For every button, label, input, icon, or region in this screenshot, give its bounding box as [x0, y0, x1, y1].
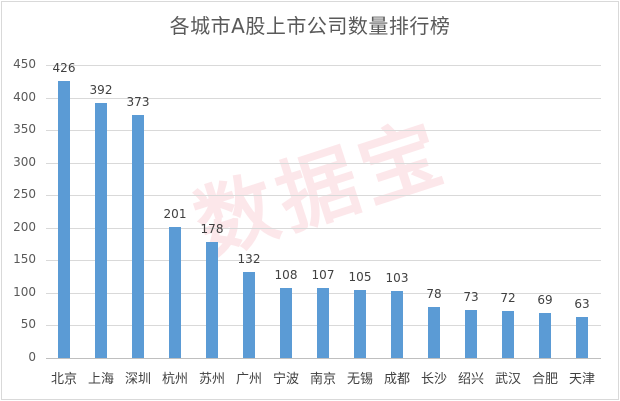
bar-天津 — [576, 316, 588, 358]
x-axis-line — [46, 358, 601, 359]
x-tick-label: 天津 — [568, 372, 595, 387]
gridline — [46, 195, 601, 197]
data-label: 201 — [163, 207, 187, 222]
bar-合肥 — [539, 313, 551, 358]
gridline — [46, 227, 601, 229]
data-label: 178 — [200, 222, 224, 237]
bar-成都 — [391, 290, 403, 358]
x-tick-label: 北京 — [50, 372, 77, 387]
gridline — [46, 260, 601, 262]
y-tick-label: 100 — [13, 284, 36, 299]
x-tick-label: 武汉 — [494, 372, 521, 387]
data-label: 392 — [89, 82, 113, 97]
bar-苏州 — [206, 242, 218, 358]
bar-深圳 — [132, 115, 144, 358]
data-label: 132 — [237, 252, 261, 267]
data-label: 72 — [500, 291, 516, 306]
x-tick-label: 长沙 — [420, 372, 447, 387]
data-label: 103 — [385, 270, 409, 285]
y-tick-label: 400 — [13, 89, 36, 104]
bar-宁波 — [280, 287, 292, 358]
y-tick-label: 50 — [20, 317, 36, 332]
x-tick-label: 宁波 — [272, 372, 299, 387]
bar-绍兴 — [465, 310, 477, 358]
x-tick-label: 南京 — [309, 372, 336, 387]
x-tick-label: 深圳 — [124, 372, 151, 387]
y-tick-label: 200 — [13, 219, 36, 234]
gridline — [46, 65, 601, 66]
bar-上海 — [95, 102, 107, 358]
gridline — [46, 162, 601, 164]
gridline — [46, 97, 601, 99]
x-tick-label: 上海 — [87, 372, 114, 387]
data-label: 107 — [311, 268, 335, 283]
bar-南京 — [317, 288, 329, 358]
data-label: 373 — [126, 95, 150, 110]
x-tick-label: 合肥 — [531, 372, 558, 387]
x-tick-label: 杭州 — [161, 372, 188, 387]
y-tick-label: 250 — [13, 187, 36, 202]
y-tick-label: 0 — [28, 350, 36, 364]
data-label: 108 — [274, 267, 298, 282]
bar-杭州 — [169, 227, 181, 358]
x-tick-label: 成都 — [383, 372, 410, 387]
y-tick-label: 300 — [13, 154, 36, 169]
bar-北京 — [58, 80, 70, 358]
y-tick-label: 150 — [13, 252, 36, 267]
bar-长沙 — [428, 307, 440, 358]
chart-title: 各城市A股上市公司数量排行榜 — [169, 14, 451, 38]
data-label: 63 — [574, 296, 590, 311]
y-tick-label: 450 — [13, 57, 36, 71]
bar-广州 — [243, 272, 255, 358]
x-tick-label: 苏州 — [198, 372, 225, 387]
data-label: 426 — [52, 60, 76, 75]
x-tick-label: 广州 — [235, 372, 262, 387]
x-tick-label: 无锡 — [346, 372, 373, 387]
data-label: 78 — [426, 287, 442, 302]
data-label: 69 — [537, 293, 553, 308]
x-tick-label: 绍兴 — [457, 372, 484, 387]
y-tick-label: 350 — [13, 122, 36, 137]
gridline — [46, 130, 601, 132]
bar-武汉 — [502, 311, 514, 358]
data-label: 73 — [463, 290, 479, 305]
data-label: 105 — [348, 269, 372, 284]
bar-无锡 — [354, 289, 366, 358]
